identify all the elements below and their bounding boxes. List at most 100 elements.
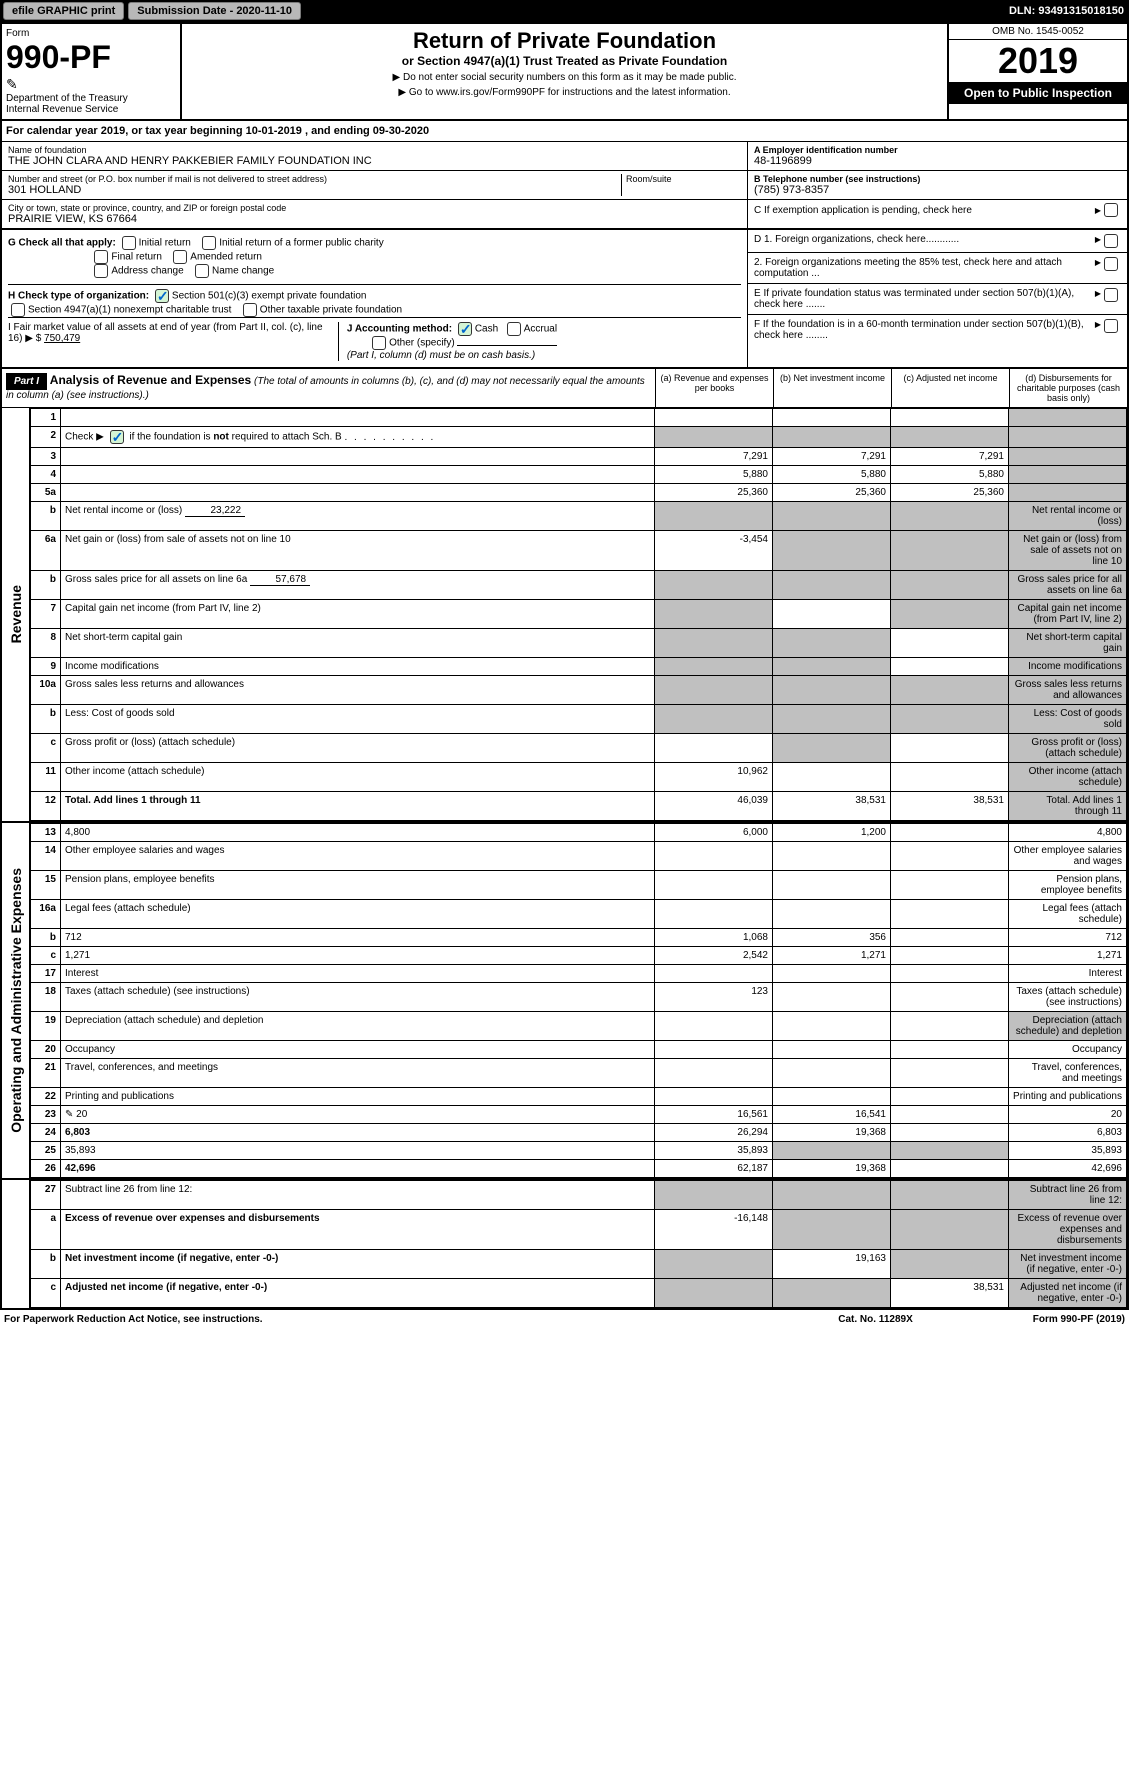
row-description [61,448,655,466]
initial-return-checkbox[interactable] [122,236,136,250]
address-change-checkbox[interactable] [94,264,108,278]
arrow-icon [1095,205,1101,216]
row-number: b [31,1250,61,1279]
amount-cell [891,947,1009,965]
amount-cell [891,734,1009,763]
row-number: 15 [31,871,61,900]
inline-amount: 57,678 [250,574,310,586]
amount-cell [891,676,1009,705]
h-label: H Check type of organization: [8,291,149,302]
amount-cell: 62,187 [655,1160,773,1178]
e-label: E If private foundation status was termi… [754,288,1095,310]
amount-cell: 123 [655,983,773,1012]
accrual-checkbox[interactable] [507,322,521,336]
row-description: 35,893 [61,1142,655,1160]
submission-date-button[interactable]: Submission Date - 2020-11-10 [128,2,301,20]
amount-cell: -3,454 [655,531,773,571]
amount-cell: 1,271 [1009,947,1127,965]
row-description: 42,696 [61,1160,655,1178]
row-description: Taxes (attach schedule) (see instruction… [61,983,655,1012]
j1-label: Cash [475,324,498,335]
amount-cell [655,676,773,705]
amount-cell [891,1124,1009,1142]
name-change-checkbox[interactable] [195,264,209,278]
cash-checkbox[interactable] [458,322,472,336]
tel-value: (785) 973-8357 [754,184,1121,196]
amount-cell [655,1250,773,1279]
amount-cell: Net rental income or (loss) [1009,502,1127,531]
amount-cell: 38,531 [891,792,1009,821]
row-number: 9 [31,658,61,676]
g4-label: Amended return [190,252,262,263]
amount-cell: 6,803 [1009,1124,1127,1142]
amount-cell [655,1012,773,1041]
revenue-section: Revenue 12Check ▶ if the foundation is n… [2,408,1127,821]
amount-cell: Legal fees (attach schedule) [1009,900,1127,929]
amount-cell: 35,893 [1009,1142,1127,1160]
h3-label: Other taxable private foundation [260,305,402,316]
d1-checkbox[interactable] [1104,234,1118,248]
row-number: 21 [31,1059,61,1088]
row-number: 4 [31,466,61,484]
row-description: Net gain or (loss) from sale of assets n… [61,531,655,571]
amount-cell: 5,880 [891,466,1009,484]
501c3-checkbox[interactable] [155,289,169,303]
row-number: 14 [31,842,61,871]
g6-label: Name change [212,266,274,277]
final-return-checkbox[interactable] [94,250,108,264]
amount-cell: 25,360 [655,484,773,502]
efile-print-button[interactable]: efile GRAPHIC print [3,2,124,20]
row-number: a [31,1210,61,1250]
amount-cell [773,502,891,531]
amount-cell: 1,068 [655,929,773,947]
row-description: Occupancy [61,1041,655,1059]
amount-cell: Capital gain net income (from Part IV, l… [1009,600,1127,629]
4947-checkbox[interactable] [11,303,25,317]
row-description: ✎ 20 [61,1106,655,1124]
other-taxable-checkbox[interactable] [243,303,257,317]
amended-checkbox[interactable] [173,250,187,264]
row-number: b [31,705,61,734]
irs-label: Internal Revenue Service [6,104,176,115]
amount-cell: Net gain or (loss) from sale of assets n… [1009,531,1127,571]
d2-checkbox[interactable] [1104,257,1118,271]
amount-cell: Other employee salaries and wages [1009,842,1127,871]
amount-cell: 16,561 [655,1106,773,1124]
pending-checkbox[interactable] [1104,203,1118,217]
note-ssn: ▶ Do not enter social security numbers o… [186,72,943,83]
top-bar: efile GRAPHIC print Submission Date - 20… [0,0,1129,22]
arrow-icon [1095,319,1101,341]
amount-cell: Pension plans, employee benefits [1009,871,1127,900]
tel-label: B Telephone number (see instructions) [754,174,1121,184]
amount-cell [655,1041,773,1059]
e-checkbox[interactable] [1104,288,1118,302]
row-number: b [31,571,61,600]
f-checkbox[interactable] [1104,319,1118,333]
amount-cell [891,1106,1009,1124]
form-label: Form [6,28,176,39]
row-number: b [31,929,61,947]
ein-value: 48-1196899 [754,155,1121,167]
note-link[interactable]: ▶ Go to www.irs.gov/Form990PF for instru… [398,87,730,98]
g2-label: Initial return of a former public charit… [219,238,384,249]
amount-cell [891,1181,1009,1210]
amount-cell [655,600,773,629]
tax-year: 2019 [949,40,1127,82]
row-description: Gross sales less returns and allowances [61,676,655,705]
d2-label: 2. Foreign organizations meeting the 85%… [754,257,1095,279]
amount-cell: 16,541 [773,1106,891,1124]
j-label: J Accounting method: [347,324,452,335]
amount-cell: 19,368 [773,1124,891,1142]
other-method-checkbox[interactable] [372,336,386,350]
row-number: 6a [31,531,61,571]
amount-cell: Excess of revenue over expenses and disb… [1009,1210,1127,1250]
check-section: G Check all that apply: Initial return I… [2,230,1127,369]
amount-cell [1009,466,1127,484]
amount-cell: Net short-term capital gain [1009,629,1127,658]
row-number: c [31,1279,61,1308]
col-a-header: (a) Revenue and expenses per books [655,369,773,407]
amount-cell [773,1012,891,1041]
amount-cell [1009,484,1127,502]
amount-cell [655,705,773,734]
initial-public-checkbox[interactable] [202,236,216,250]
